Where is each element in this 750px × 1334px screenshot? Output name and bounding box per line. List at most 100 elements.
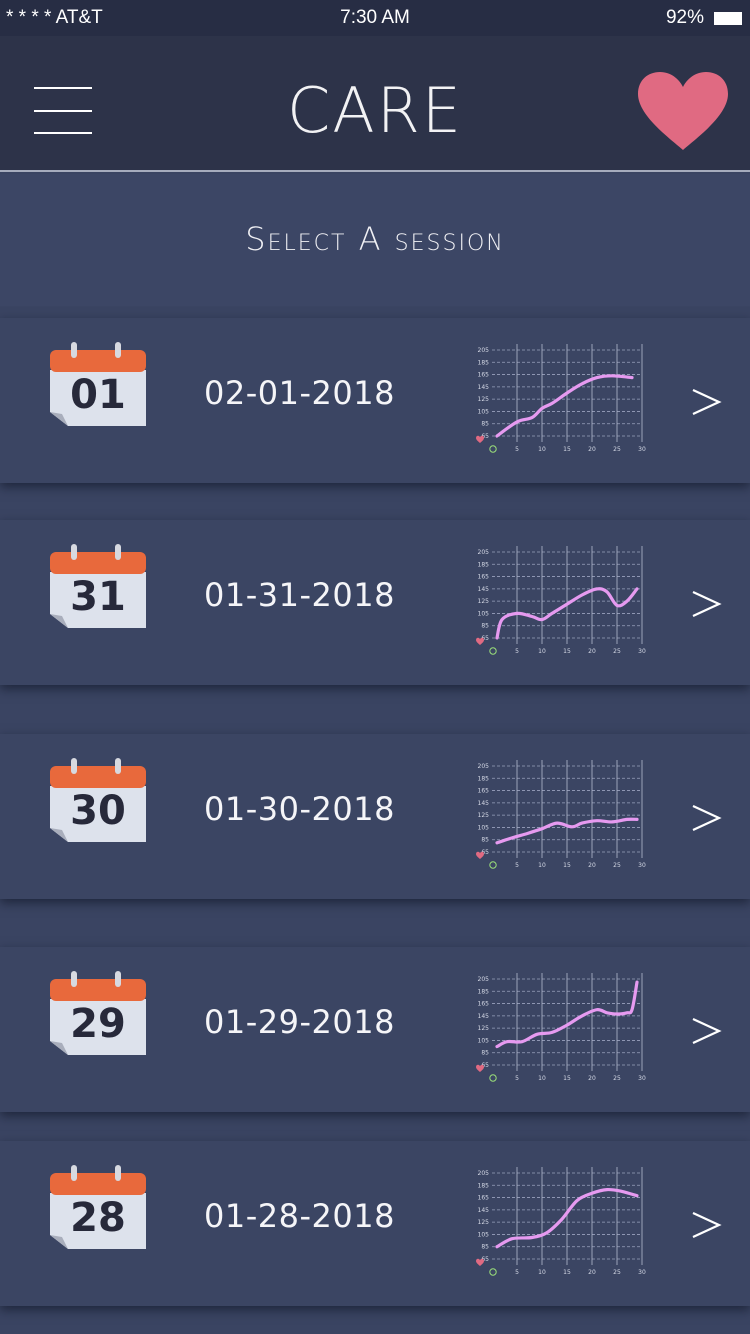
y-tick-label: 105 <box>478 1231 490 1238</box>
battery-icon <box>714 12 742 25</box>
y-tick-label: 125 <box>478 598 490 605</box>
battery-percent: 92% <box>665 7 704 28</box>
y-tick-label: 145 <box>478 1207 490 1214</box>
y-tick-label: 185 <box>478 988 490 995</box>
y-tick-label: 85 <box>481 623 489 630</box>
y-tick-label: 165 <box>478 372 490 379</box>
clock-marker-icon <box>489 445 497 453</box>
session-card[interactable]: 30 01-30-2018 205 185 165 145 125 105 85 65 5 10 1… <box>0 734 750 899</box>
session-card[interactable]: 29 01-29-2018 205 185 165 145 125 105 85 65 5 10 1… <box>0 947 750 1112</box>
heart-rate-chart: 205 185 165 145 125 105 85 65 5 10 15 20 25 30 <box>476 1167 646 1276</box>
x-tick-label: 10 <box>538 862 546 869</box>
y-tick-label: 125 <box>478 396 490 403</box>
hamburger-menu-icon[interactable] <box>34 86 94 136</box>
y-tick-label: 165 <box>478 574 490 581</box>
calendar-day-number: 31 <box>70 574 126 620</box>
y-tick-label: 165 <box>478 1195 490 1202</box>
x-tick-label: 5 <box>515 862 519 869</box>
y-tick-label: 145 <box>478 1013 490 1020</box>
session-date: 01-29-2018 <box>204 1003 395 1041</box>
x-tick-label: 10 <box>538 1269 546 1276</box>
x-tick-label: 10 <box>538 446 546 453</box>
clock-marker-icon <box>489 1074 497 1082</box>
session-card[interactable]: 01 02-01-2018 205 185 165 145 125 105 85 65 5 10 1… <box>0 318 750 483</box>
x-tick-label: 20 <box>588 1075 596 1082</box>
y-tick-label: 65 <box>481 635 489 642</box>
clock-marker-icon <box>489 1268 497 1276</box>
heart-marker-icon <box>476 435 484 443</box>
chevron-right-icon[interactable] <box>690 802 722 834</box>
status-bar: * * * * AT&T 7:30 AM 92% <box>0 0 750 36</box>
y-tick-label: 185 <box>478 775 490 782</box>
heart-rate-chart: 205 185 165 145 125 105 85 65 5 10 15 20 25 30 <box>476 344 646 453</box>
chevron-right-icon[interactable] <box>690 386 722 418</box>
y-tick-label: 65 <box>481 433 489 440</box>
y-tick-label: 65 <box>481 1256 489 1263</box>
x-tick-label: 30 <box>638 648 646 655</box>
calendar-day-number: 01 <box>70 372 126 418</box>
heart-rate-line <box>495 374 634 438</box>
heart-marker-icon <box>476 1064 484 1072</box>
session-date: 01-28-2018 <box>204 1197 395 1235</box>
nav-bar: CARE <box>0 36 750 172</box>
x-tick-label: 5 <box>515 648 519 655</box>
y-tick-label: 105 <box>478 610 490 617</box>
y-tick-label: 85 <box>481 421 489 428</box>
calendar-icon <box>50 342 146 426</box>
calendar-icon <box>50 971 146 1055</box>
y-tick-label: 105 <box>478 1037 490 1044</box>
session-card[interactable]: 28 01-28-2018 205 185 165 145 125 105 85 65 5 10 1… <box>0 1141 750 1306</box>
heart-rate-chart: 205 185 165 145 125 105 85 65 5 10 15 20 25 30 <box>476 760 646 869</box>
heart-marker-icon <box>476 637 484 645</box>
y-tick-label: 105 <box>478 408 490 415</box>
calendar-day-number: 30 <box>70 788 126 834</box>
calendar-day-number: 29 <box>70 1001 126 1047</box>
x-tick-label: 25 <box>613 862 621 869</box>
y-tick-label: 205 <box>478 347 490 354</box>
y-tick-label: 125 <box>478 1025 490 1032</box>
y-tick-label: 145 <box>478 800 490 807</box>
session-date: 02-01-2018 <box>204 374 395 412</box>
carrier-label: * * * * AT&T <box>6 7 103 28</box>
y-tick-label: 165 <box>478 788 490 795</box>
status-time: 7:30 AM <box>340 7 410 28</box>
x-tick-label: 25 <box>613 446 621 453</box>
session-date: 01-31-2018 <box>204 576 395 614</box>
y-tick-label: 125 <box>478 812 490 819</box>
y-tick-label: 145 <box>478 586 490 593</box>
heart-marker-icon <box>476 1258 484 1266</box>
chevron-right-icon[interactable] <box>690 1209 722 1241</box>
app-title: CARE <box>287 74 463 147</box>
y-tick-label: 205 <box>478 976 490 983</box>
chevron-right-icon[interactable] <box>690 1015 722 1047</box>
x-tick-label: 30 <box>638 862 646 869</box>
clock-marker-icon <box>489 647 497 655</box>
y-tick-label: 85 <box>481 1050 489 1057</box>
y-tick-label: 205 <box>478 763 490 770</box>
calendar-icon <box>50 758 146 842</box>
y-tick-label: 85 <box>481 1244 489 1251</box>
y-tick-label: 65 <box>481 1062 489 1069</box>
x-tick-label: 20 <box>588 446 596 453</box>
y-tick-label: 85 <box>481 837 489 844</box>
session-card[interactable]: 31 01-31-2018 205 185 165 145 125 105 85 65 5 10 1… <box>0 520 750 685</box>
y-tick-label: 145 <box>478 384 490 391</box>
x-tick-label: 20 <box>588 1269 596 1276</box>
y-tick-label: 185 <box>478 1182 490 1189</box>
x-tick-label: 25 <box>613 648 621 655</box>
y-tick-label: 205 <box>478 549 490 556</box>
x-tick-label: 15 <box>563 862 571 869</box>
calendar-icon <box>50 544 146 628</box>
x-tick-label: 10 <box>538 1075 546 1082</box>
chevron-right-icon[interactable] <box>690 588 722 620</box>
heart-icon[interactable] <box>636 70 730 152</box>
y-tick-label: 165 <box>478 1001 490 1008</box>
x-tick-label: 5 <box>515 1269 519 1276</box>
y-tick-label: 185 <box>478 561 490 568</box>
y-tick-label: 65 <box>481 849 489 856</box>
x-tick-label: 15 <box>563 446 571 453</box>
y-tick-label: 125 <box>478 1219 490 1226</box>
x-tick-label: 5 <box>515 446 519 453</box>
x-tick-label: 20 <box>588 648 596 655</box>
x-tick-label: 10 <box>538 648 546 655</box>
